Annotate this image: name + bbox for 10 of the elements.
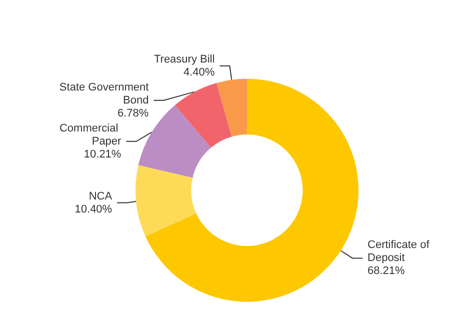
data-label: 10.40% — [74, 203, 112, 216]
slice-label: State Government Bond — [59, 81, 149, 106]
data-label: 68.21% — [368, 265, 406, 278]
slice-label: NCA — [88, 190, 113, 202]
data-label: 6.78% — [118, 107, 149, 120]
slice-label: Certificate of Deposit — [368, 239, 432, 264]
data-label: 10.21% — [84, 148, 122, 160]
slice-label: Treasury Bill — [154, 53, 215, 66]
data-label: 4.40% — [183, 66, 215, 78]
slice-label: Commercial Paper — [59, 122, 122, 148]
